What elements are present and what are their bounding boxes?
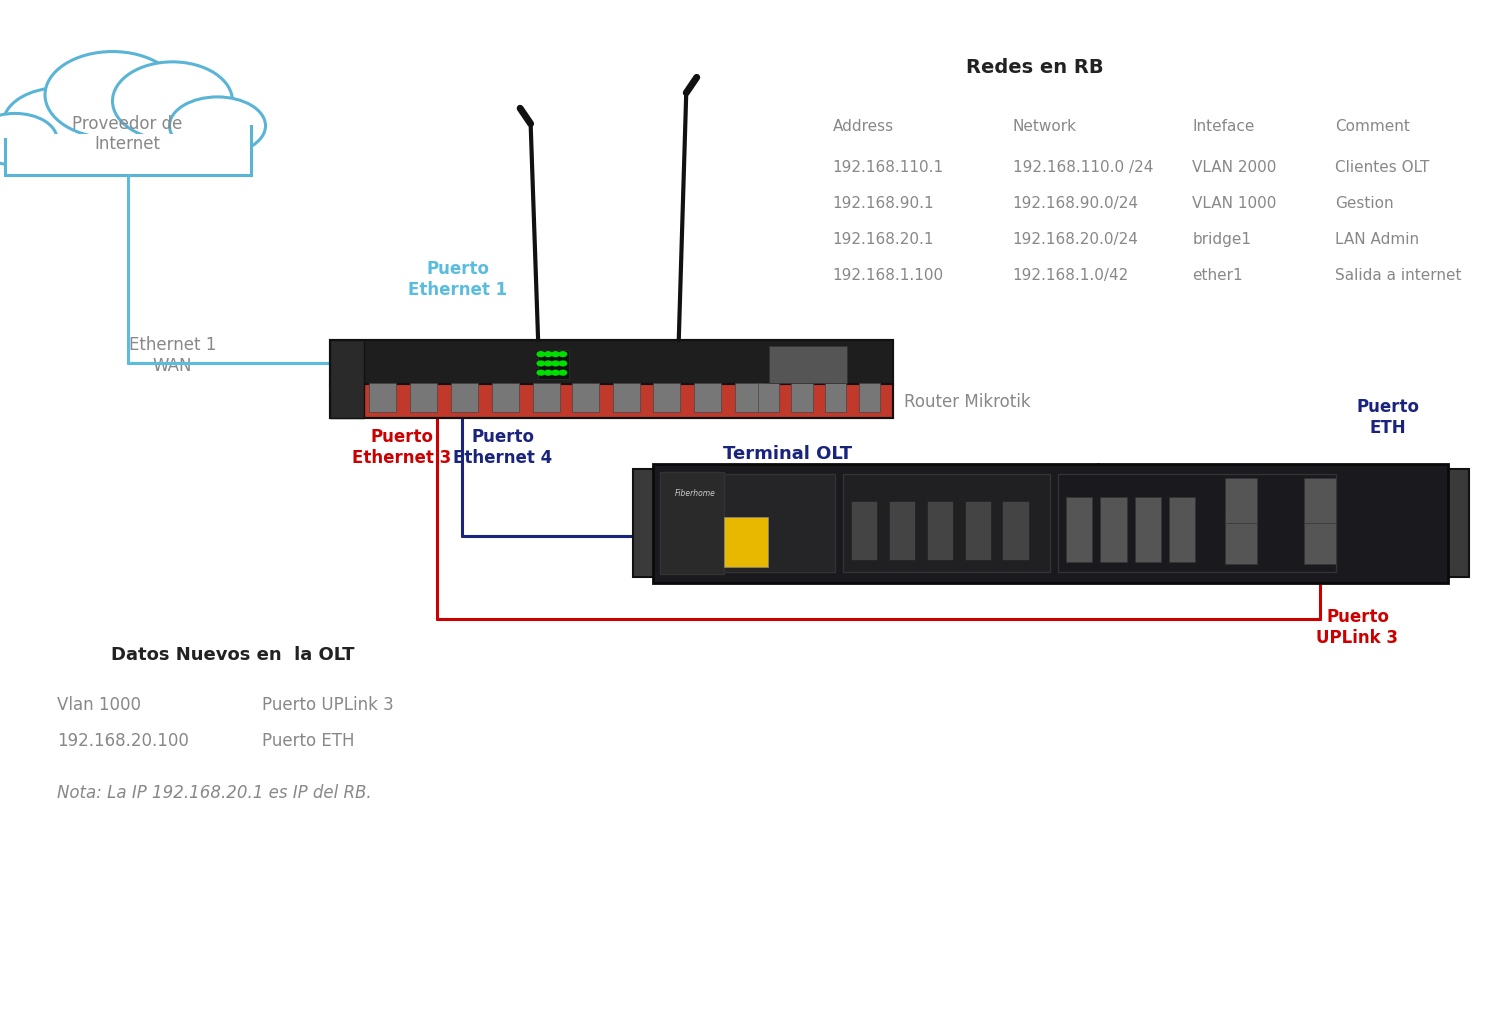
- FancyBboxPatch shape: [1058, 474, 1336, 572]
- FancyBboxPatch shape: [843, 474, 1050, 572]
- FancyBboxPatch shape: [890, 500, 915, 560]
- Text: Network: Network: [1013, 119, 1077, 134]
- FancyBboxPatch shape: [724, 518, 768, 567]
- FancyBboxPatch shape: [4, 103, 250, 170]
- FancyBboxPatch shape: [330, 340, 363, 418]
- Text: Puerto UPLink 3: Puerto UPLink 3: [262, 696, 394, 713]
- FancyBboxPatch shape: [1226, 478, 1257, 524]
- FancyBboxPatch shape: [758, 384, 778, 412]
- FancyBboxPatch shape: [694, 384, 721, 412]
- Text: Datos Nuevos en  la OLT: Datos Nuevos en la OLT: [111, 645, 354, 664]
- FancyBboxPatch shape: [724, 474, 836, 572]
- Text: Salida a Internet: Salida a Internet: [660, 542, 828, 561]
- FancyBboxPatch shape: [1170, 497, 1196, 562]
- FancyBboxPatch shape: [858, 384, 880, 412]
- Circle shape: [550, 351, 560, 357]
- FancyBboxPatch shape: [825, 384, 846, 412]
- FancyBboxPatch shape: [330, 340, 892, 386]
- Text: bridge1: bridge1: [1192, 232, 1251, 247]
- Ellipse shape: [45, 52, 180, 138]
- FancyBboxPatch shape: [735, 384, 762, 412]
- FancyBboxPatch shape: [538, 350, 568, 379]
- FancyBboxPatch shape: [532, 384, 560, 412]
- Text: Vlan 1000: Vlan 1000: [57, 696, 141, 713]
- Text: Clientes OLT: Clientes OLT: [1335, 160, 1430, 175]
- Text: 192.168.110.1: 192.168.110.1: [833, 160, 944, 175]
- FancyBboxPatch shape: [1226, 519, 1257, 564]
- Text: Puerto
Ethernet 1: Puerto Ethernet 1: [408, 260, 507, 299]
- Text: LAN Admin: LAN Admin: [1335, 232, 1419, 247]
- Text: 192.168.20.0/24: 192.168.20.0/24: [1013, 232, 1138, 247]
- Text: Redes en RB: Redes en RB: [966, 58, 1104, 76]
- Text: 192.168.90.1: 192.168.90.1: [833, 196, 934, 211]
- Circle shape: [543, 351, 552, 357]
- Text: Salida a internet: Salida a internet: [1335, 268, 1461, 284]
- FancyBboxPatch shape: [964, 500, 992, 560]
- FancyBboxPatch shape: [633, 469, 654, 577]
- FancyBboxPatch shape: [852, 500, 877, 560]
- Circle shape: [543, 370, 552, 376]
- FancyBboxPatch shape: [492, 384, 519, 412]
- Ellipse shape: [112, 62, 232, 140]
- FancyBboxPatch shape: [572, 384, 598, 412]
- Circle shape: [558, 361, 567, 367]
- FancyBboxPatch shape: [1101, 497, 1126, 562]
- Text: Puerto
Ethernet 3: Puerto Ethernet 3: [352, 428, 452, 467]
- Text: Router Mikrotik: Router Mikrotik: [904, 393, 1030, 411]
- FancyBboxPatch shape: [654, 384, 681, 412]
- Circle shape: [537, 370, 546, 376]
- Text: Puerto
ETH: Puerto ETH: [1356, 398, 1419, 437]
- Text: 192.168.20.1: 192.168.20.1: [833, 232, 934, 247]
- Circle shape: [550, 361, 560, 367]
- Text: Gestion: Gestion: [1335, 196, 1394, 211]
- Circle shape: [537, 351, 546, 357]
- FancyBboxPatch shape: [1305, 478, 1336, 524]
- FancyBboxPatch shape: [1002, 500, 1029, 560]
- Text: Ethernet 1
WAN: Ethernet 1 WAN: [129, 336, 216, 375]
- Text: Puerto
Ethernet 4: Puerto Ethernet 4: [453, 428, 552, 467]
- FancyBboxPatch shape: [612, 384, 639, 412]
- FancyBboxPatch shape: [1136, 497, 1161, 562]
- Text: Address: Address: [833, 119, 894, 134]
- Text: 192.168.1.0/42: 192.168.1.0/42: [1013, 268, 1128, 284]
- Ellipse shape: [3, 88, 117, 160]
- Text: Terminal OLT: Terminal OLT: [723, 444, 852, 463]
- FancyBboxPatch shape: [452, 384, 478, 412]
- FancyBboxPatch shape: [1305, 519, 1336, 564]
- Text: Inteface: Inteface: [1192, 119, 1256, 134]
- Text: Puerto
UPLink 3: Puerto UPLink 3: [1317, 608, 1398, 647]
- Text: Proveedor de
Internet: Proveedor de Internet: [72, 114, 183, 154]
- Text: 192.168.90.0/24: 192.168.90.0/24: [1013, 196, 1138, 211]
- Circle shape: [543, 361, 552, 367]
- Text: Fiberhome: Fiberhome: [675, 489, 716, 498]
- FancyBboxPatch shape: [1448, 469, 1468, 577]
- FancyBboxPatch shape: [652, 464, 1448, 583]
- FancyBboxPatch shape: [1066, 497, 1092, 562]
- Circle shape: [558, 351, 567, 357]
- Text: 192.168.1.100: 192.168.1.100: [833, 268, 944, 284]
- Text: 192.168.20.100: 192.168.20.100: [57, 732, 189, 750]
- Circle shape: [550, 370, 560, 376]
- Ellipse shape: [170, 97, 266, 155]
- FancyBboxPatch shape: [927, 500, 952, 560]
- FancyBboxPatch shape: [4, 134, 250, 175]
- FancyBboxPatch shape: [330, 384, 892, 418]
- FancyBboxPatch shape: [792, 384, 813, 412]
- Text: 192.168.110.0 /24: 192.168.110.0 /24: [1013, 160, 1154, 175]
- Text: Comment: Comment: [1335, 119, 1410, 134]
- Text: VLAN 2000: VLAN 2000: [1192, 160, 1276, 175]
- Circle shape: [558, 370, 567, 376]
- Ellipse shape: [0, 113, 57, 165]
- FancyBboxPatch shape: [410, 384, 436, 412]
- Text: VLAN 1000: VLAN 1000: [1192, 196, 1276, 211]
- Text: ether1: ether1: [1192, 268, 1243, 284]
- Circle shape: [537, 361, 546, 367]
- Text: Puerto ETH: Puerto ETH: [262, 732, 356, 750]
- FancyBboxPatch shape: [369, 384, 396, 412]
- FancyBboxPatch shape: [768, 345, 847, 383]
- Text: Nota: La IP 192.168.20.1 es IP del RB.: Nota: La IP 192.168.20.1 es IP del RB.: [57, 784, 372, 801]
- FancyBboxPatch shape: [660, 472, 723, 574]
